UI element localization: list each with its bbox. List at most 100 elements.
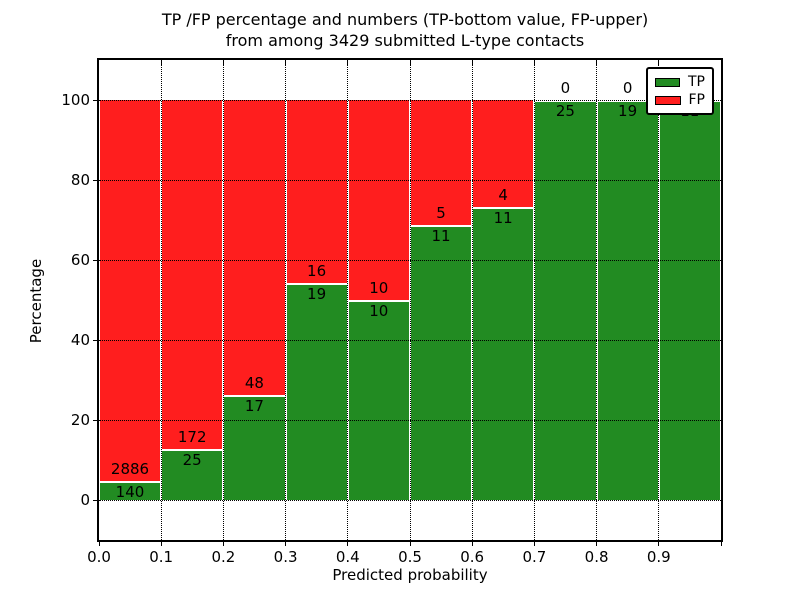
bar-segment-fp xyxy=(410,100,473,225)
legend-label: FP xyxy=(688,92,706,108)
y-tick-left xyxy=(93,99,98,101)
bar-label-fp: 0 xyxy=(622,79,633,97)
x-tick-bottom xyxy=(471,541,473,546)
x-tick-bottom xyxy=(160,541,162,546)
bar-label-tp: 17 xyxy=(244,397,264,416)
gridline-horizontal xyxy=(99,259,721,261)
x-tick-top xyxy=(160,60,162,66)
bar-label-tp: 10 xyxy=(369,302,389,320)
gridline-horizontal xyxy=(99,419,721,421)
bar-segment-tp xyxy=(534,100,597,500)
legend-swatch-tp xyxy=(655,77,680,87)
y-tick-label: 100 xyxy=(61,91,90,109)
x-tick-label: 0.7 xyxy=(522,548,547,566)
y-tick-left xyxy=(93,259,98,261)
legend-row: FP xyxy=(655,92,705,108)
y-tick-label: 80 xyxy=(70,171,90,189)
gridline-horizontal xyxy=(99,99,721,101)
y-tick-left xyxy=(93,419,98,421)
y-axis-label: Percentage xyxy=(27,258,45,344)
y-tick-label: 0 xyxy=(80,491,90,509)
bar-label-fp: 16 xyxy=(307,261,327,280)
x-tick-bottom xyxy=(409,541,411,546)
x-tick-label: 0.4 xyxy=(335,548,360,566)
x-tick-bottom xyxy=(98,541,100,546)
bar-segment-tp xyxy=(99,481,162,500)
x-tick-bottom xyxy=(720,541,722,546)
gridline-horizontal xyxy=(99,499,721,501)
bar-label-tp: 25 xyxy=(555,102,575,120)
x-tick-top xyxy=(285,60,287,66)
bar-label-fp: 10 xyxy=(369,279,389,297)
bar-segment-fp xyxy=(347,100,410,300)
y-tick-label: 20 xyxy=(70,411,90,429)
gridline-vertical xyxy=(160,60,162,540)
y-tick-label: 40 xyxy=(70,331,90,349)
bar-segment-tp xyxy=(472,206,535,500)
x-tick-top xyxy=(347,60,349,66)
bar-segment-tp xyxy=(161,449,224,500)
gridline-vertical xyxy=(285,60,287,540)
plot-area: 288614017225481716191010511411025019011 xyxy=(97,58,723,542)
legend-label: TP xyxy=(688,74,705,90)
x-tick-label: 0.6 xyxy=(460,548,485,566)
bar-label-fp: 172 xyxy=(177,428,207,447)
gridline-vertical xyxy=(658,60,660,540)
legend-row: TP xyxy=(655,74,705,90)
bar-label-tp: 19 xyxy=(307,284,327,303)
x-tick-bottom xyxy=(533,541,535,546)
legend: TP FP xyxy=(646,67,714,115)
x-tick-label: 0.0 xyxy=(87,548,111,566)
x-tick-top xyxy=(471,60,473,66)
legend-swatch-fp xyxy=(655,95,681,105)
bar-segment-tp xyxy=(285,282,348,500)
x-axis-label: Predicted probability xyxy=(332,566,488,584)
x-tick-label: 0.1 xyxy=(149,548,174,566)
x-tick-top xyxy=(596,60,598,66)
bar-segment-fp xyxy=(161,100,224,450)
x-tick-label: 0.5 xyxy=(398,548,422,566)
gridline-vertical xyxy=(471,60,473,540)
x-tick-top xyxy=(658,60,660,66)
x-tick-top xyxy=(222,60,224,66)
bar-segment-fp xyxy=(285,100,348,283)
x-tick-bottom xyxy=(222,541,224,546)
plot-inner: 288614017225481716191010511411025019011 xyxy=(99,60,721,540)
y-tick-left xyxy=(93,179,98,181)
gridline-horizontal xyxy=(99,179,721,181)
bar-label-fp: 4 xyxy=(498,185,508,204)
chart-title-line2: from among 3429 submitted L-type contact… xyxy=(225,31,585,50)
bar-label-tp: 11 xyxy=(493,208,513,227)
x-tick-label: 0.9 xyxy=(646,548,671,566)
bar-segment-tp xyxy=(410,225,473,500)
x-tick-bottom xyxy=(658,541,660,546)
bar-segment-tp xyxy=(223,395,286,500)
chart-title: TP /FP percentage and numbers (TP-bottom… xyxy=(0,9,800,51)
y-tick-left xyxy=(93,339,98,341)
gridline-vertical xyxy=(222,60,224,540)
x-tick-label: 0.8 xyxy=(584,548,609,566)
bar-label-fp: 0 xyxy=(560,79,571,97)
bar-label-tp: 25 xyxy=(182,451,202,470)
y-tick-label: 60 xyxy=(70,251,90,269)
gridline-vertical xyxy=(409,60,411,540)
bar-segment-tp xyxy=(347,300,410,500)
gridline-vertical xyxy=(533,60,535,540)
gridline-vertical xyxy=(347,60,349,540)
x-tick-label: 0.2 xyxy=(211,548,236,566)
x-tick-top xyxy=(533,60,535,66)
bar-label-fp: 2886 xyxy=(110,460,150,479)
x-tick-bottom xyxy=(347,541,349,546)
bar-label-fp: 5 xyxy=(436,204,446,222)
x-tick-label: 0.3 xyxy=(273,548,298,566)
bar-label-fp: 48 xyxy=(244,374,264,393)
bar-segment-tp xyxy=(596,100,659,500)
bar-label-tp: 140 xyxy=(115,483,145,502)
x-tick-bottom xyxy=(596,541,598,546)
bar-segment-fp xyxy=(472,100,535,207)
y-tick-left xyxy=(93,499,98,501)
bar-segment-fp xyxy=(99,100,162,482)
bar-segment-fp xyxy=(223,100,286,396)
bar-label-tp: 19 xyxy=(618,102,638,120)
